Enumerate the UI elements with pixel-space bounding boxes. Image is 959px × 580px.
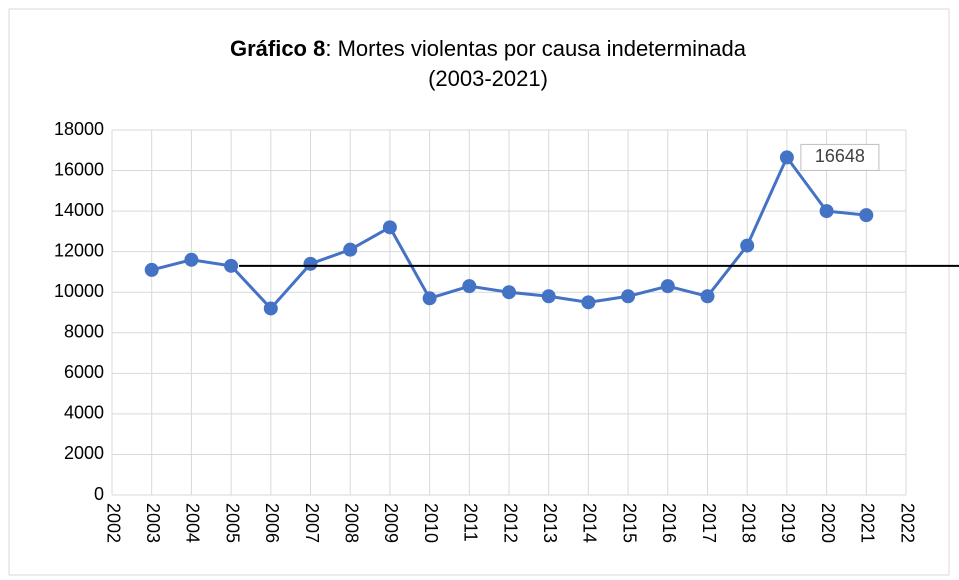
marker [660, 279, 675, 294]
marker [859, 208, 874, 223]
annotation-box [800, 143, 880, 171]
annotation-label: 16648 [815, 146, 865, 166]
marker [263, 301, 278, 316]
marker [700, 289, 715, 304]
marker [422, 291, 437, 306]
y-tick-label: 6000 [64, 362, 104, 382]
x-tick-label: 2003 [143, 503, 163, 543]
x-tick-label: 2004 [183, 503, 203, 543]
y-tick-label: 14000 [54, 200, 104, 220]
x-tick-label: 2002 [103, 503, 123, 543]
y-tick-label: 10000 [54, 281, 104, 301]
marker [462, 279, 477, 294]
y-tick-label: 18000 [54, 119, 104, 139]
marker [382, 220, 397, 235]
marker [779, 150, 794, 165]
marker [581, 295, 596, 310]
marker [343, 242, 358, 257]
x-tick-label: 2016 [659, 503, 679, 543]
marker [819, 204, 834, 219]
x-tick-label: 2009 [381, 503, 401, 543]
x-tick-label: 2015 [619, 503, 639, 543]
y-tick-label: 0 [94, 484, 104, 504]
y-tick-label: 16000 [54, 159, 104, 179]
title-bold: Gráfico 8 [230, 36, 325, 61]
y-tick-label: 2000 [64, 443, 104, 463]
x-tick-label: 2013 [540, 503, 560, 543]
x-tick-label: 2017 [699, 503, 719, 543]
marker [541, 289, 556, 304]
x-tick-label: 2006 [262, 503, 282, 543]
y-tick-label: 8000 [64, 322, 104, 342]
x-tick-label: 2008 [341, 503, 361, 543]
x-tick-label: 2021 [858, 503, 878, 543]
x-tick-label: 2005 [222, 503, 242, 543]
x-tick-label: 2018 [738, 503, 758, 543]
marker [224, 258, 239, 273]
title-text: : Mortes violentas por causa indetermina… [325, 36, 746, 61]
chart-subtitle: (2003-2021) [428, 66, 548, 91]
y-tick-label: 12000 [54, 240, 104, 260]
x-tick-label: 2007 [302, 503, 322, 543]
x-tick-label: 2022 [897, 503, 917, 543]
x-tick-label: 2012 [500, 503, 520, 543]
x-tick-label: 2020 [818, 503, 838, 543]
x-tick-label: 2014 [580, 503, 600, 543]
y-tick-label: 4000 [64, 403, 104, 423]
x-tick-label: 2019 [778, 503, 798, 543]
chart-title: Gráfico 8: Mortes violentas por causa in… [230, 36, 747, 61]
marker [740, 238, 755, 253]
x-tick-label: 2011 [461, 503, 481, 542]
marker [144, 262, 159, 277]
marker [621, 289, 636, 304]
marker [502, 285, 516, 300]
marker [184, 252, 199, 267]
marker [303, 256, 318, 271]
x-tick-label: 2010 [421, 503, 441, 543]
